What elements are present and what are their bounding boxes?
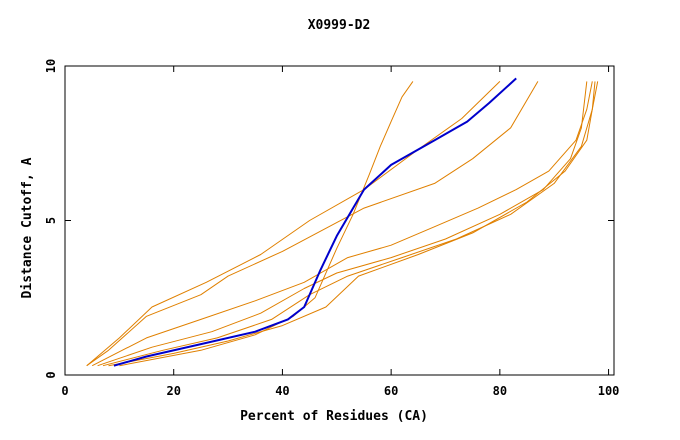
plot-frame (64, 65, 615, 376)
series-line (86, 81, 539, 367)
x-axis-label: Percent of Residues (CA) (240, 409, 428, 424)
series-line-highlight (113, 77, 517, 367)
chart-title: X0999-D2 (308, 18, 371, 33)
x-tick-label: 0 (61, 384, 68, 398)
series-line (119, 81, 414, 367)
x-tick-label: 100 (598, 384, 620, 398)
series-line (97, 81, 588, 367)
series-line (91, 81, 593, 367)
tick-group: 0 20 40 60 80 100 0 5 10 (44, 59, 619, 398)
series-line (102, 81, 596, 367)
x-tick-label: 80 (493, 384, 507, 398)
y-tick-label: 5 (44, 217, 58, 224)
series-line (108, 81, 599, 367)
x-tick-label: 20 (166, 384, 180, 398)
y-tick-label: 10 (44, 59, 58, 73)
series-line (86, 81, 501, 367)
x-tick-label: 60 (384, 384, 398, 398)
x-tick-label: 40 (275, 384, 289, 398)
plot-area (64, 65, 615, 376)
y-tick-label: 0 (44, 371, 58, 378)
y-axis-label: Distance Cutoff, A (20, 157, 35, 298)
